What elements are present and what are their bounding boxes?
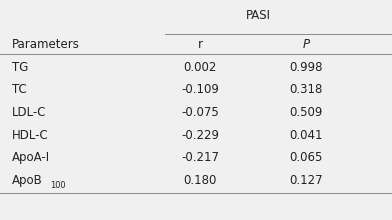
- Text: TG: TG: [12, 61, 28, 74]
- Text: 0.180: 0.180: [183, 174, 217, 187]
- Text: PASI: PASI: [246, 9, 271, 22]
- Text: ApoA-I: ApoA-I: [12, 151, 50, 164]
- Text: 0.318: 0.318: [289, 83, 323, 96]
- Text: 100: 100: [50, 181, 66, 190]
- Text: LDL-C: LDL-C: [12, 106, 46, 119]
- Text: 0.041: 0.041: [289, 128, 323, 142]
- Text: ApoB: ApoB: [12, 174, 42, 187]
- Text: -0.217: -0.217: [181, 151, 219, 164]
- Text: 0.509: 0.509: [289, 106, 323, 119]
- Text: -0.075: -0.075: [181, 106, 219, 119]
- Text: TC: TC: [12, 83, 27, 96]
- Text: r: r: [198, 37, 202, 51]
- Text: -0.109: -0.109: [181, 83, 219, 96]
- Text: P: P: [302, 37, 309, 51]
- Text: 0.065: 0.065: [289, 151, 323, 164]
- Text: HDL-C: HDL-C: [12, 128, 49, 142]
- Text: 0.002: 0.002: [183, 61, 217, 74]
- Text: -0.229: -0.229: [181, 128, 219, 142]
- Text: Parameters: Parameters: [12, 37, 80, 51]
- Text: 0.127: 0.127: [289, 174, 323, 187]
- Text: 0.998: 0.998: [289, 61, 323, 74]
